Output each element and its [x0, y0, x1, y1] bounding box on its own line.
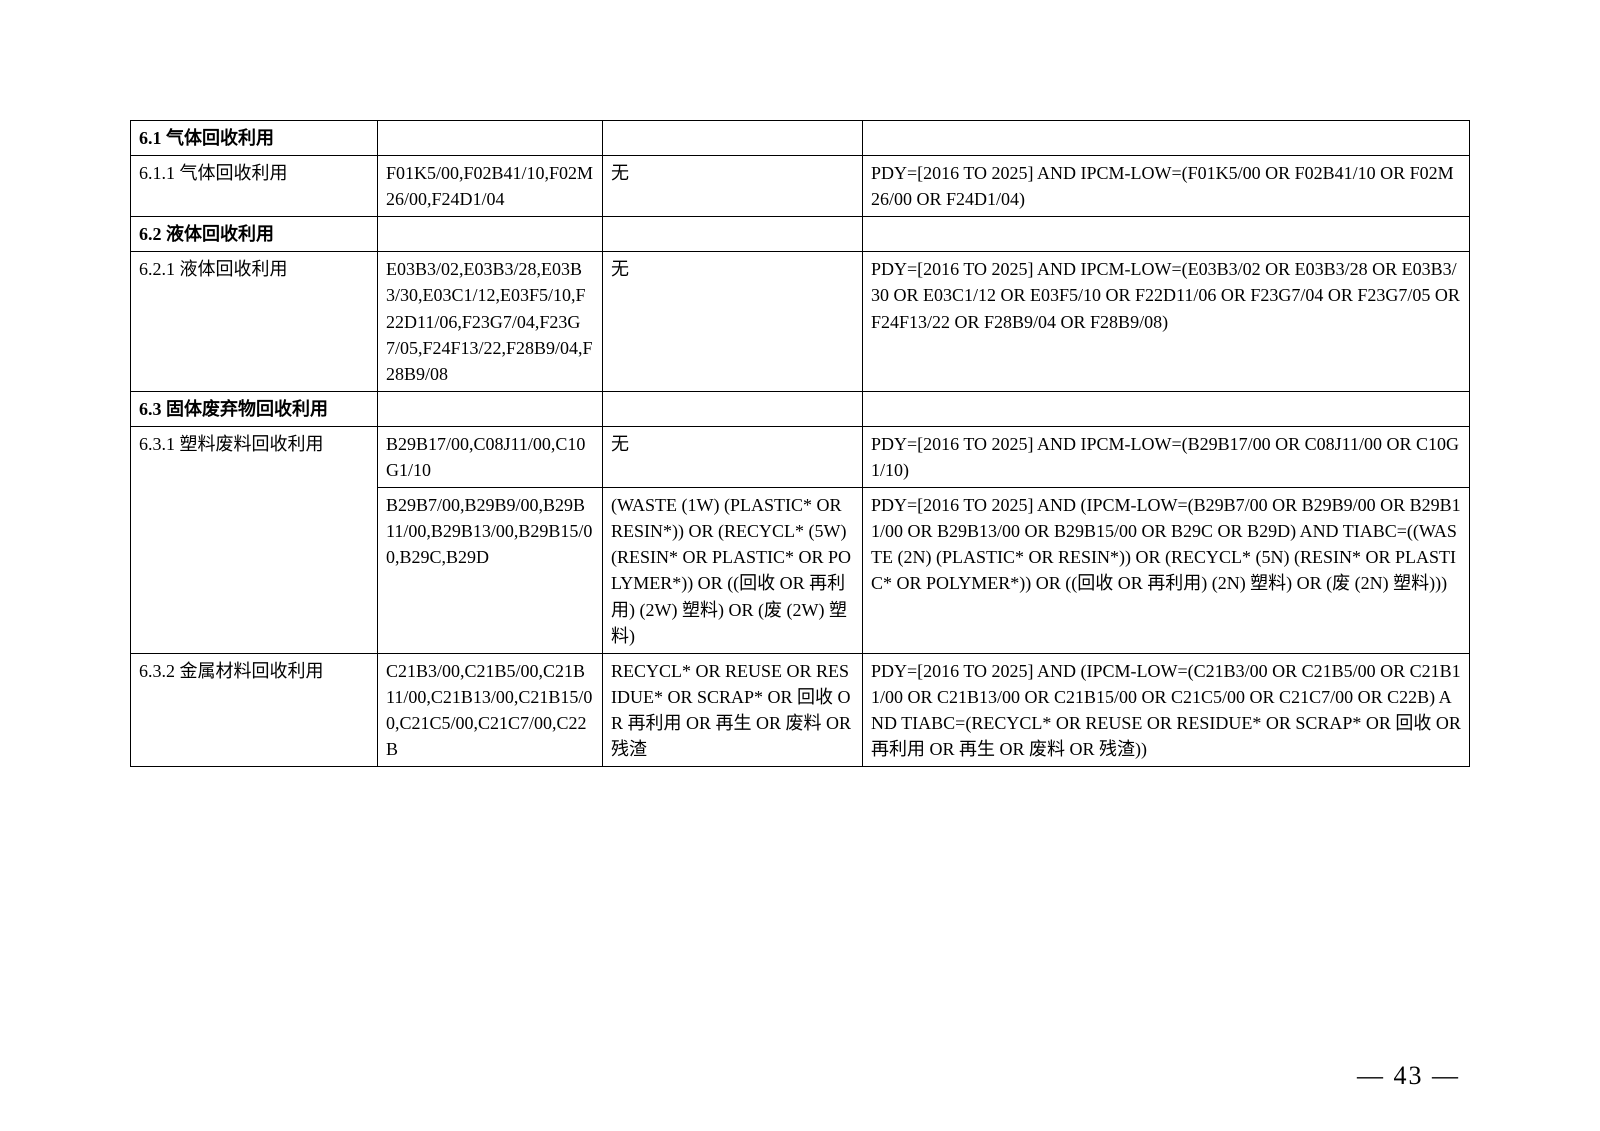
table-cell: B29B17/00,C08J11/00,C10G1/10 — [378, 426, 603, 487]
empty-cell — [603, 391, 863, 426]
table-cell: PDY=[2016 TO 2025] AND (IPCM-LOW=(C21B3/… — [863, 653, 1470, 766]
page-number: — 43 — — [1357, 1061, 1460, 1091]
table-cell: 6.2.1 液体回收利用 — [131, 252, 378, 391]
empty-cell — [603, 217, 863, 252]
table-cell: (WASTE (1W) (PLASTIC* OR RESIN*)) OR (RE… — [603, 488, 863, 654]
empty-cell — [603, 121, 863, 156]
table-row: 6.3 固体废弃物回收利用 — [131, 391, 1470, 426]
table-cell: RECYCL* OR REUSE OR RESIDUE* OR SCRAP* O… — [603, 653, 863, 766]
table-cell: PDY=[2016 TO 2025] AND IPCM-LOW=(E03B3/0… — [863, 252, 1470, 391]
table-row: 6.1.1 气体回收利用F01K5/00,F02B41/10,F02M26/00… — [131, 156, 1470, 217]
table-row: 6.2 液体回收利用 — [131, 217, 1470, 252]
table-cell: PDY=[2016 TO 2025] AND IPCM-LOW=(B29B17/… — [863, 426, 1470, 487]
table-cell: PDY=[2016 TO 2025] AND IPCM-LOW=(F01K5/0… — [863, 156, 1470, 217]
table-cell: E03B3/02,E03B3/28,E03B3/30,E03C1/12,E03F… — [378, 252, 603, 391]
table-row: 6.2.1 液体回收利用E03B3/02,E03B3/28,E03B3/30,E… — [131, 252, 1470, 391]
empty-cell — [863, 391, 1470, 426]
empty-cell — [378, 217, 603, 252]
table-cell: 无 — [603, 156, 863, 217]
empty-cell — [863, 121, 1470, 156]
classification-table: 6.1 气体回收利用6.1.1 气体回收利用F01K5/00,F02B41/10… — [130, 120, 1470, 767]
table-cell: 无 — [603, 252, 863, 391]
section-header-cell: 6.3 固体废弃物回收利用 — [131, 391, 378, 426]
table-row: 6.3.1 塑料废料回收利用B29B17/00,C08J11/00,C10G1/… — [131, 426, 1470, 487]
table-body: 6.1 气体回收利用6.1.1 气体回收利用F01K5/00,F02B41/10… — [131, 121, 1470, 767]
table-cell: 6.3.1 塑料废料回收利用 — [131, 426, 378, 653]
table-cell: B29B7/00,B29B9/00,B29B11/00,B29B13/00,B2… — [378, 488, 603, 654]
table-row: 6.3.2 金属材料回收利用C21B3/00,C21B5/00,C21B11/0… — [131, 653, 1470, 766]
empty-cell — [378, 121, 603, 156]
section-header-cell: 6.2 液体回收利用 — [131, 217, 378, 252]
table-cell: 6.1.1 气体回收利用 — [131, 156, 378, 217]
empty-cell — [863, 217, 1470, 252]
table-cell: PDY=[2016 TO 2025] AND (IPCM-LOW=(B29B7/… — [863, 488, 1470, 654]
empty-cell — [378, 391, 603, 426]
table-row: 6.1 气体回收利用 — [131, 121, 1470, 156]
table-cell: 无 — [603, 426, 863, 487]
table-cell: F01K5/00,F02B41/10,F02M26/00,F24D1/04 — [378, 156, 603, 217]
table-cell: 6.3.2 金属材料回收利用 — [131, 653, 378, 766]
section-header-cell: 6.1 气体回收利用 — [131, 121, 378, 156]
table-cell: C21B3/00,C21B5/00,C21B11/00,C21B13/00,C2… — [378, 653, 603, 766]
